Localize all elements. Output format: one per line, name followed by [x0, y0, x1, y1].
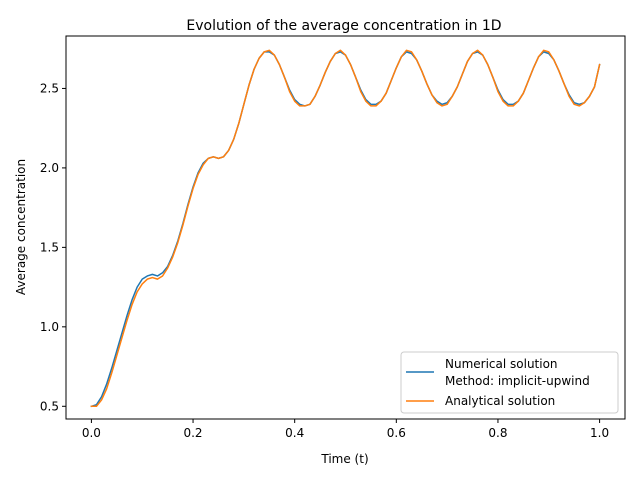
legend-label-numerical-line2: Method: implicit-upwind: [445, 374, 590, 388]
y-axis-ticks: 0.5 1.0 1.5 2.0 2.5: [40, 81, 66, 413]
x-tick-label: 1.0: [590, 426, 609, 440]
legend-label-numerical-line1: Numerical solution: [445, 357, 558, 371]
axes-frame: [65, 35, 626, 420]
y-tick-label: 2.5: [40, 81, 59, 95]
x-tick-label: 0.2: [183, 426, 202, 440]
x-tick-label: 0.8: [488, 426, 507, 440]
chart-title: Evolution of the average concentration i…: [186, 18, 501, 34]
y-axis-label: Average concentration: [14, 159, 28, 295]
x-tick-label: 0.6: [387, 426, 406, 440]
x-tick-label: 0.4: [285, 426, 304, 440]
y-tick-label: 0.5: [40, 399, 59, 413]
x-axis-label: Time (t): [320, 452, 368, 466]
legend-label-analytical: Analytical solution: [445, 394, 555, 408]
analytical-solution-line: [90, 49, 601, 408]
x-tick-label: 0.0: [82, 426, 101, 440]
y-tick-label: 2.0: [40, 161, 59, 175]
y-tick-label: 1.0: [40, 320, 59, 334]
legend: Numerical solution Method: implicit-upwi…: [400, 351, 619, 414]
legend-box: [400, 351, 619, 414]
plot-lines: [90, 49, 601, 408]
x-axis-ticks: 0.0 0.2 0.4 0.6 0.8 1.0: [82, 419, 609, 440]
y-tick-label: 1.5: [40, 240, 59, 254]
